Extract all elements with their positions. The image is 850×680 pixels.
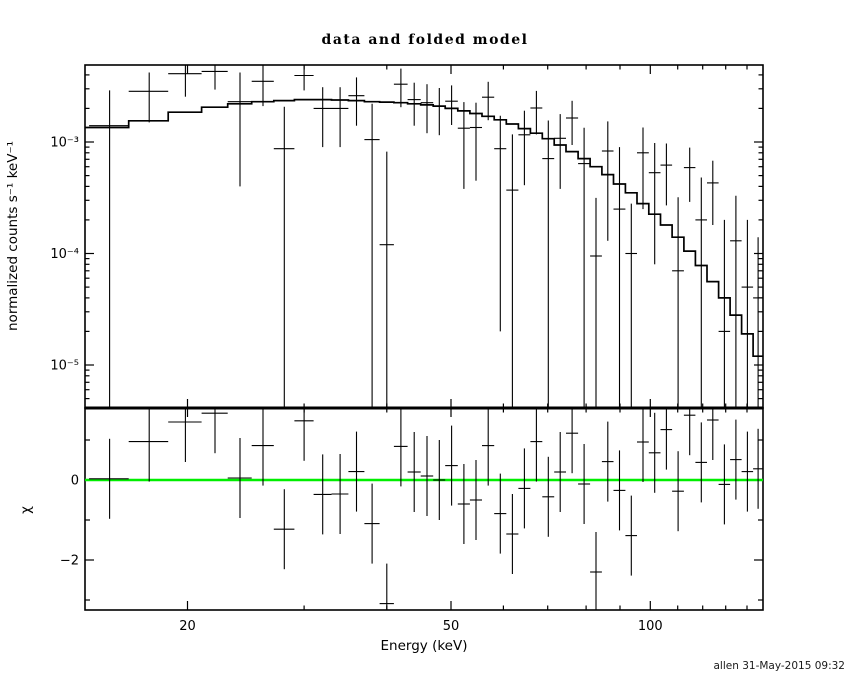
- tick-label: 10⁻³: [50, 136, 79, 151]
- tick-label: 0: [71, 474, 79, 489]
- y-axis-label-top: normalized counts s⁻¹ keV⁻¹: [5, 141, 21, 331]
- axis-ticks: [85, 65, 763, 610]
- data-points: [89, 65, 763, 408]
- tick-labels: 20 50 100 10⁻³ 10⁻⁴ 10⁻⁵ 0 −2: [50, 136, 662, 635]
- timestamp-label: allen 31-May-2015 09:32: [713, 660, 845, 672]
- x-axis-label: Energy (keV): [381, 638, 468, 654]
- y-axis-label-bottom: χ: [18, 506, 34, 514]
- model-step-line: [85, 98, 763, 358]
- tick-label: 10⁻⁵: [50, 359, 79, 374]
- panel-frames: [84, 64, 764, 611]
- tick-label: 10⁻⁴: [50, 247, 79, 262]
- residual-points: [89, 409, 763, 610]
- tick-label: −2: [60, 554, 79, 569]
- chart-title: data and folded model: [322, 32, 529, 48]
- model-step-path: [85, 98, 763, 358]
- tick-label: 20: [179, 619, 196, 634]
- tick-label: 50: [443, 619, 460, 634]
- tick-label: 100: [638, 619, 663, 634]
